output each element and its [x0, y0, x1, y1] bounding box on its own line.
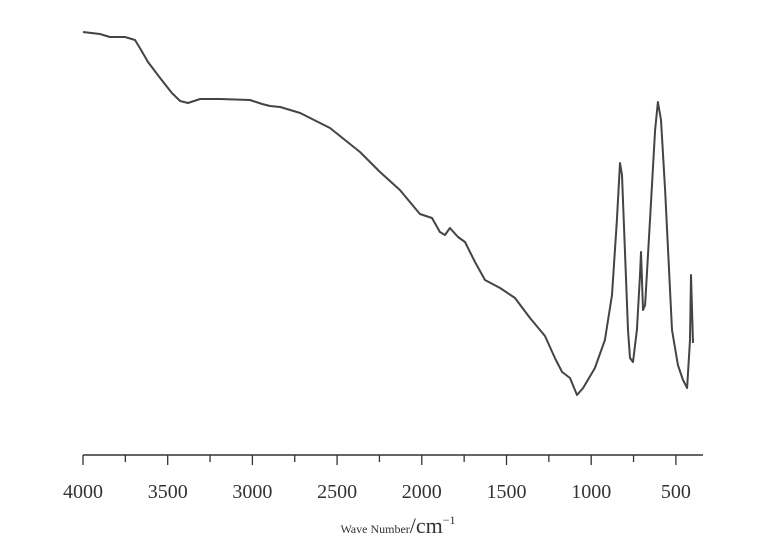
x-tick-label: 1000	[571, 481, 611, 503]
plot-area	[82, 31, 694, 396]
x-tick-label: 4000	[63, 481, 103, 503]
x-tick-label: 3500	[148, 481, 188, 503]
x-axis: 4000 3500 3000 2500 2000 1500 1000 500	[63, 454, 703, 503]
x-axis-label-unit: /cm	[410, 513, 443, 538]
x-tick-label: 2000	[402, 481, 442, 503]
x-tick-label: 500	[661, 481, 691, 503]
x-tick-label: 2500	[317, 481, 357, 503]
x-tick-label: 1500	[486, 481, 526, 503]
x-axis-label: Wave Number/cm−1	[340, 513, 455, 538]
x-axis-label-exponent: −1	[443, 513, 456, 527]
x-axis-label-text: Wave Number	[340, 522, 409, 536]
x-tick-label: 3000	[232, 481, 272, 503]
spectrum-line	[82, 31, 694, 396]
